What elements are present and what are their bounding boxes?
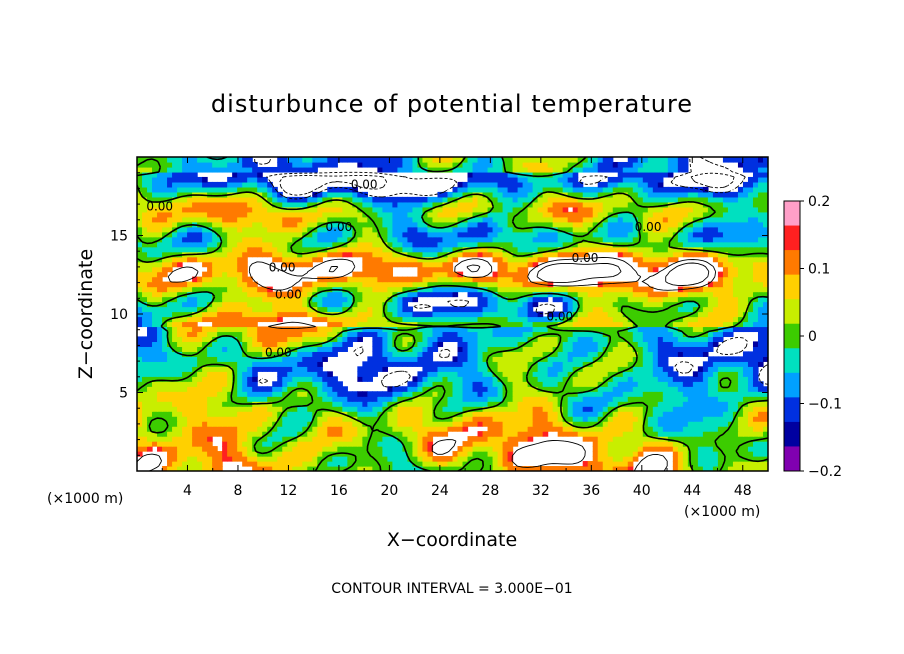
x-unit-right: (×1000 m)	[684, 504, 760, 520]
chart-title: disturbunce of potential temperature	[211, 90, 693, 118]
contour-label: 0.00	[572, 251, 599, 265]
contour-label: 0.00	[269, 261, 296, 275]
x-tick-label: 48	[734, 483, 752, 499]
contour-line	[137, 157, 768, 471]
colorbar-tick-label: −0.1	[808, 397, 842, 413]
colorbar-segment	[784, 274, 800, 300]
x-tick-label: 32	[532, 483, 550, 499]
contour-label: 0.00	[146, 199, 173, 213]
contour-labels: 0.00 0.00 0.00 0.00 0.00 0.00 0.00 0.00 0.00	[146, 177, 661, 359]
colorbar-tick-label: 0.1	[808, 262, 830, 278]
y-tick-label: 5	[119, 386, 128, 402]
contour-line	[328, 262, 710, 286]
colorbar: 0.2 0.1 0 −0.1 −0.2	[783, 194, 842, 480]
contour-label: 0.00	[265, 345, 292, 359]
contour-label: 0.00	[546, 309, 573, 323]
colorbar-segment	[784, 446, 800, 472]
x-tick-label: 40	[633, 483, 651, 499]
x-tick-label: 16	[330, 483, 348, 499]
colorbar-segment	[784, 421, 800, 447]
colorbar-segment	[784, 397, 800, 423]
x-tick-label: 36	[582, 483, 600, 499]
colorbar-tick-label: −0.2	[808, 464, 842, 480]
colorbar-segment	[784, 250, 800, 276]
contour-label: 0.00	[351, 177, 378, 191]
y-tick-label: 10	[110, 307, 128, 323]
colorbar-segment	[784, 348, 800, 374]
x-axis: 4 8 12 16 20 24 28 32 36 40 44 48	[161, 157, 752, 499]
contour-negative	[279, 172, 735, 196]
y-axis: 5 10 15	[110, 172, 768, 456]
contour-interval-note: CONTOUR INTERVAL = 3.000E−01	[331, 581, 572, 597]
colorbar-segment	[784, 323, 800, 349]
colorbar-segment	[784, 201, 800, 227]
colorbar-tick-label: 0.2	[808, 194, 830, 210]
colorbar-segment	[784, 372, 800, 398]
x-unit-left: (×1000 m)	[47, 491, 123, 507]
x-tick-label: 24	[431, 483, 449, 499]
x-tick-label: 4	[183, 483, 192, 499]
x-tick-label: 20	[380, 483, 398, 499]
colorbar-tick-label: 0	[808, 329, 817, 345]
x-tick-label: 8	[233, 483, 242, 499]
x-tick-label: 44	[683, 483, 701, 499]
contour-label: 0.00	[635, 220, 662, 234]
colorbar-segment	[784, 299, 800, 325]
x-tick-label: 28	[481, 483, 499, 499]
y-axis-label: Z−coordinate	[75, 249, 97, 379]
x-axis-label: X−coordinate	[387, 529, 517, 551]
colorbar-segment	[784, 225, 800, 251]
contour-negative	[254, 157, 768, 388]
x-tick-label: 12	[280, 483, 298, 499]
contour-label: 0.00	[326, 220, 353, 234]
contour-label: 0.00	[275, 287, 302, 301]
y-tick-label: 15	[110, 229, 128, 245]
